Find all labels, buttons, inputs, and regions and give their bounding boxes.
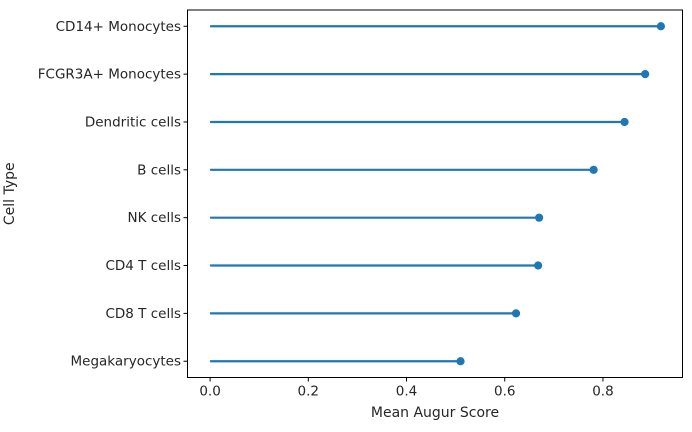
y-tick-label: CD14+ Monocytes <box>56 19 181 35</box>
y-tick-label: Dendritic cells <box>85 114 181 130</box>
category-labels-group: CD14+ Monocytes FCGR3A+ Monocytes Dendriti… <box>38 19 181 370</box>
x-tick-label: 0.6 <box>494 384 515 400</box>
data-point <box>641 70 650 79</box>
data-point <box>656 22 665 31</box>
y-tick-label: Megakaryocytes <box>71 354 182 370</box>
data-point <box>511 309 521 318</box>
x-tick-label: 0.8 <box>592 384 613 400</box>
plot-area-border <box>187 9 683 378</box>
y-tick-label: B cells <box>137 162 181 178</box>
x-tick-label: 0.2 <box>298 384 319 400</box>
data-point <box>620 117 629 127</box>
y-tick-label: CD4 T cells <box>105 258 181 274</box>
x-axis-label: Mean Augur Score <box>371 405 499 421</box>
y-tick-label: FCGR3A+ Monocytes <box>38 67 181 83</box>
data-point <box>589 165 598 174</box>
x-tick-label: 0.0 <box>199 384 220 400</box>
data-point <box>535 213 544 222</box>
data-point <box>534 261 543 270</box>
x-axis-ticks: 0.0 0.2 0.4 0.6 0.8 <box>199 377 614 400</box>
y-tick-label: NK cells <box>127 210 181 226</box>
data-point <box>456 357 465 366</box>
x-tick-label: 0.4 <box>396 384 417 400</box>
y-tick-label: CD8 T cells <box>105 306 181 322</box>
stems-group <box>210 22 665 366</box>
y-axis-ticks <box>183 25 188 362</box>
y-axis-label: Cell Type <box>2 162 18 225</box>
